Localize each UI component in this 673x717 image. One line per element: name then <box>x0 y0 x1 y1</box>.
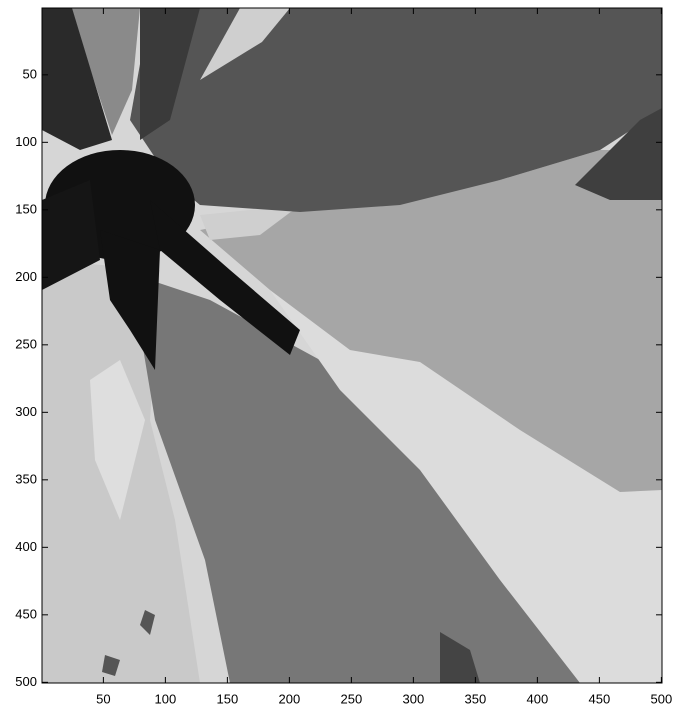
x-tick-label: 50 <box>96 691 110 706</box>
x-tick-label: 350 <box>465 691 487 706</box>
y-tick-label: 200 <box>15 269 37 284</box>
x-tick-label: 450 <box>589 691 611 706</box>
x-tick-label: 400 <box>527 691 549 706</box>
page: {"chart_data": {"type": "image", "xlim":… <box>0 0 673 712</box>
y-tick-label: 150 <box>15 201 37 216</box>
x-tick-label: 100 <box>155 691 177 706</box>
y-tick-label: 50 <box>23 66 37 81</box>
image <box>42 8 662 683</box>
x-tick-label: 200 <box>279 691 301 706</box>
y-tick-label: 350 <box>15 471 37 486</box>
x-tick-label: 300 <box>403 691 425 706</box>
x-tick-label: 500 <box>651 691 673 706</box>
y-tick-label: 400 <box>15 539 37 554</box>
y-tick-label: 300 <box>15 404 37 419</box>
x-tick-label: 150 <box>217 691 239 706</box>
y-tick-label: 450 <box>15 606 37 621</box>
chart: 50 100 150 200 250 300 350 400 450 500 50 100 150 200… <box>0 0 673 712</box>
y-tick-label: 100 <box>15 134 37 149</box>
y-tick-label: 250 <box>15 336 37 351</box>
x-tick-label: 250 <box>341 691 363 706</box>
y-tick-label: 500 <box>15 674 37 689</box>
